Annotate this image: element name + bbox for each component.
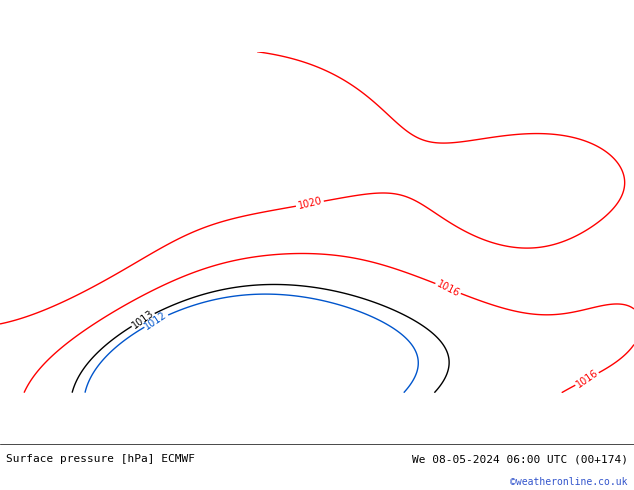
Text: Surface pressure [hPa] ECMWF: Surface pressure [hPa] ECMWF [6,454,195,464]
Text: 1016: 1016 [435,278,462,298]
Text: 1020: 1020 [297,196,323,211]
Text: We 08-05-2024 06:00 UTC (00+174): We 08-05-2024 06:00 UTC (00+174) [411,454,628,464]
Text: ©weatheronline.co.uk: ©weatheronline.co.uk [510,477,628,487]
Text: 1013: 1013 [130,308,156,331]
Text: 1012: 1012 [143,310,169,332]
Text: 1016: 1016 [574,368,600,390]
